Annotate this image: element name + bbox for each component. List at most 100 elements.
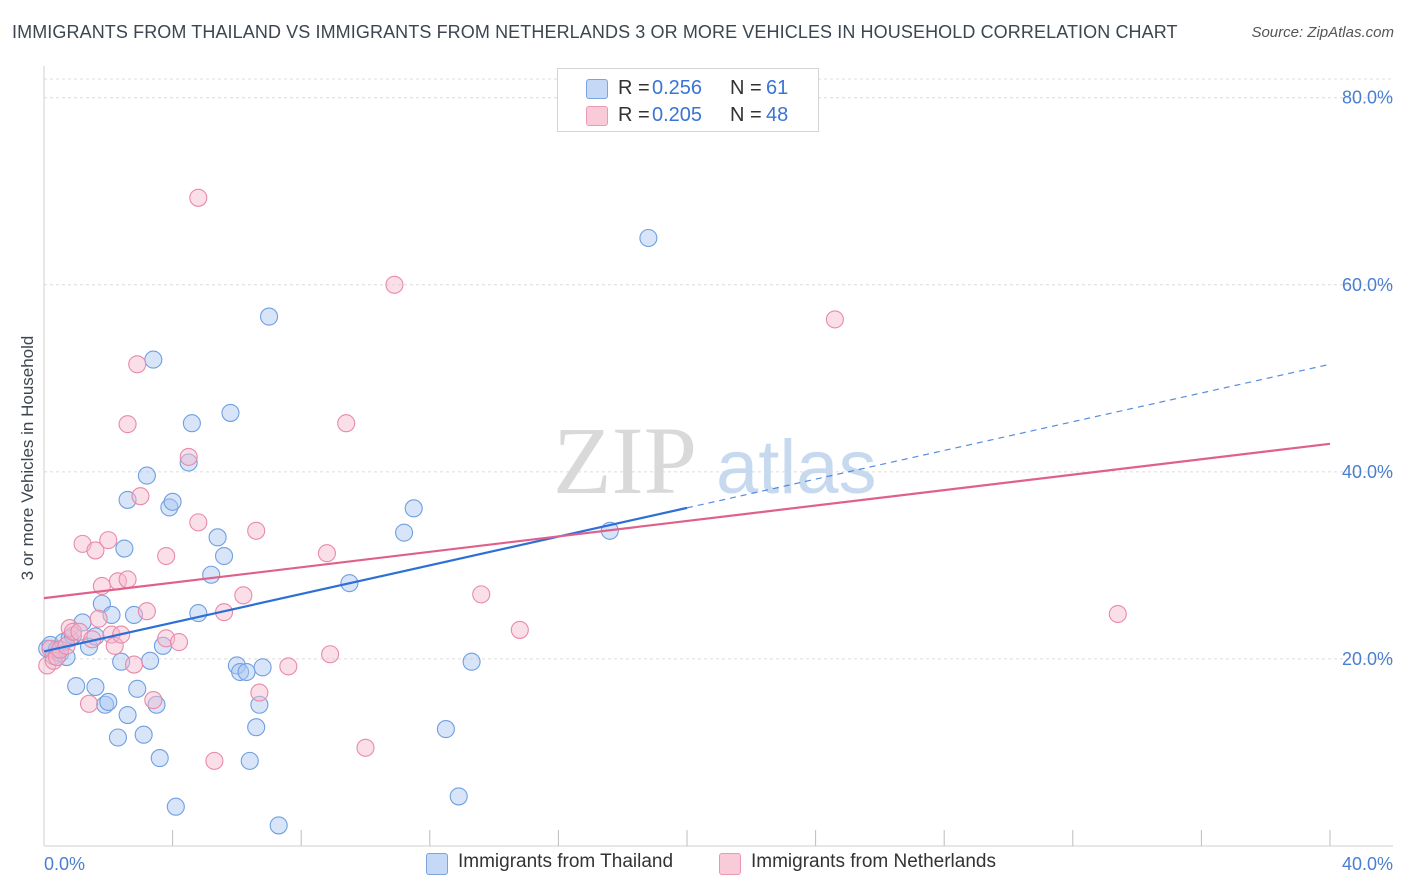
thailand-point (231, 662, 250, 682)
netherlands-point (234, 586, 253, 605)
netherlands-point (179, 447, 198, 466)
netherlands-point (144, 691, 163, 710)
thailand-point (436, 720, 455, 739)
chart-title: IMMIGRANTS FROM THAILAND VS IMMIGRANTS F… (12, 22, 1178, 42)
netherlands-point (189, 513, 208, 532)
netherlands-point (128, 355, 147, 374)
thailand-point (214, 546, 234, 566)
thailand-point (404, 499, 423, 518)
legend-r-label: R = (618, 104, 650, 126)
y-tick-label: 40.0% (1342, 462, 1393, 482)
netherlands-point (99, 531, 118, 550)
thailand-swatch (586, 79, 608, 99)
netherlands-point (321, 645, 340, 664)
netherlands-point (89, 609, 108, 628)
thailand-point (134, 725, 153, 744)
netherlands-point (279, 657, 298, 676)
legend-r-value: 0.256 (652, 77, 703, 99)
netherlands-point (510, 620, 529, 639)
thailand-point (253, 658, 272, 677)
netherlands-point (385, 275, 404, 294)
netherlands-point (825, 310, 844, 329)
thailand-point (240, 751, 259, 770)
watermark: ZIP atlas (553, 407, 877, 514)
watermark-zip: ZIP (553, 407, 697, 514)
netherlands-point (247, 521, 266, 540)
thailand-point (160, 498, 179, 517)
thailand-point (221, 403, 240, 422)
thailand-point (67, 677, 86, 696)
thailand-point (237, 662, 256, 682)
thailand-point (108, 728, 127, 747)
netherlands-point (86, 541, 105, 560)
netherlands-point (105, 636, 124, 655)
netherlands-point (63, 622, 82, 641)
thailand-point (182, 414, 201, 433)
thailand-point (166, 797, 185, 816)
netherlands-point (356, 738, 375, 757)
netherlands-point (137, 602, 156, 621)
legend-r-label: R = (618, 77, 650, 99)
points-layer (38, 188, 1127, 835)
bottom-legend-netherlands-label: Immigrants from Netherlands (751, 851, 996, 872)
bottom-legend-thailand-label: Immigrants from Thailand (458, 851, 674, 872)
netherlands-point (157, 546, 176, 566)
thailand-point (202, 565, 221, 584)
thailand-point (639, 228, 658, 248)
netherlands-point (169, 633, 189, 652)
thailand-point (115, 539, 134, 558)
legend-n-label: N = (730, 104, 762, 126)
legend-n-value: 61 (766, 77, 789, 99)
y-tick-label: 20.0% (1342, 649, 1393, 669)
x-tick-label-min: 0.0% (44, 854, 85, 874)
netherlands-swatch (719, 853, 741, 875)
watermark-atlas: atlas (716, 425, 877, 510)
thailand-point (449, 787, 468, 806)
x-tick-label-max: 40.0% (1342, 854, 1393, 874)
netherlands-point (337, 414, 356, 433)
netherlands-point (205, 751, 224, 770)
netherlands-point (79, 694, 99, 713)
thailand-point (462, 652, 481, 671)
grid-layer (44, 78, 1393, 660)
thailand-point (259, 307, 279, 326)
axis-layer (43, 66, 1393, 847)
thailand-swatch (426, 853, 448, 875)
trend-layer (43, 363, 1331, 653)
legend-n-value: 48 (766, 104, 789, 126)
netherlands-point (118, 415, 137, 434)
netherlands-point (189, 188, 208, 207)
thailand-point (163, 492, 182, 511)
netherlands-point (250, 683, 269, 702)
thailand-point (179, 453, 198, 472)
thailand-point (269, 816, 288, 835)
thailand-point (128, 679, 147, 698)
netherlands-point (124, 655, 144, 674)
netherlands-point (118, 570, 137, 589)
netherlands-point (131, 487, 150, 506)
thailand-point (137, 466, 156, 485)
thailand-point (118, 705, 137, 725)
correlation-legend: R = 0.256 N = 61 R = 0.205 N = 48 (557, 68, 819, 132)
thailand-point (150, 749, 169, 768)
netherlands-point (317, 544, 336, 563)
label-layer: 20.0% 40.0% 60.0% 80.0% 0.0% 40.0% (44, 88, 1393, 874)
thailand-point (247, 718, 266, 737)
netherlands-point (472, 585, 491, 604)
legend-r-value: 0.205 (652, 104, 703, 126)
thailand-trendline (43, 506, 688, 653)
thailand-point (208, 528, 227, 547)
thailand-point (141, 651, 160, 670)
thailand-point (96, 695, 115, 714)
thailand-point (395, 523, 414, 542)
thailand-point (144, 350, 163, 369)
netherlands-point (1108, 604, 1127, 624)
y-tick-label: 60.0% (1342, 275, 1393, 295)
source-label: Source: ZipAtlas.com (1251, 24, 1394, 41)
legend-n-label: N = (730, 77, 762, 99)
thailand-point (86, 677, 105, 697)
thailand-point (99, 692, 118, 712)
netherlands-trendline (43, 442, 1331, 600)
netherlands-swatch (586, 106, 608, 126)
